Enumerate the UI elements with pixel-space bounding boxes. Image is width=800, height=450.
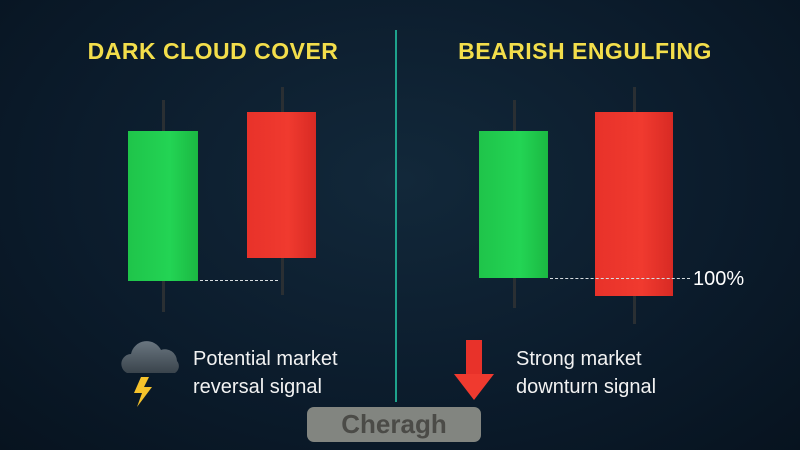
divider bbox=[395, 30, 397, 402]
close-level-dashed-line bbox=[200, 280, 278, 281]
green-candle-body bbox=[479, 131, 548, 278]
caption-line: reversal signal bbox=[193, 376, 322, 398]
caption-line: Strong market bbox=[516, 348, 642, 370]
red-down-arrow-icon bbox=[454, 340, 494, 400]
red-candle-body bbox=[247, 112, 316, 258]
dark-cloud-cover-title: DARK CLOUD COVER bbox=[87, 38, 339, 64]
caption-line: downturn signal bbox=[516, 376, 657, 398]
storm-cloud-icon bbox=[121, 341, 179, 407]
caption-line: Potential market bbox=[193, 348, 338, 370]
left-caption: Potential market reversal signal bbox=[193, 345, 338, 401]
watermark-text: Cheragh bbox=[341, 409, 447, 439]
level-label: 100% bbox=[693, 268, 745, 290]
watermark-logo: Cheragh bbox=[307, 407, 481, 442]
right-caption: Strong market downturn signal bbox=[516, 345, 656, 401]
bearish-engulfing-title: BEARISH ENGULFING bbox=[458, 38, 712, 64]
red-engulfing-candle-body bbox=[595, 112, 673, 296]
engulf-level-dashed-line bbox=[550, 278, 690, 279]
green-candle-body bbox=[128, 131, 198, 281]
